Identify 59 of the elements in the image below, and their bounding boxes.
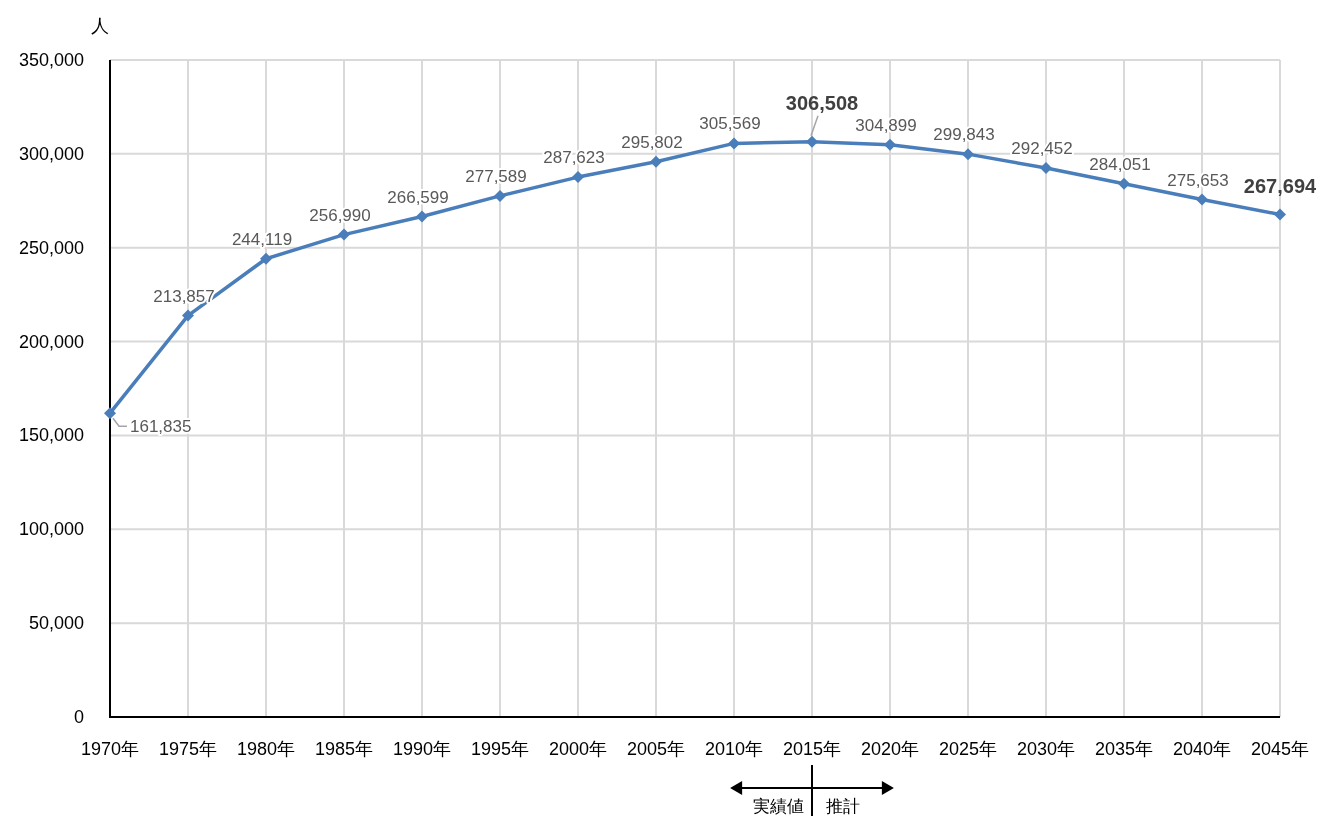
x-tick-label: 2040年 [1172, 739, 1232, 759]
data-label: 275,653 [1167, 170, 1229, 190]
y-tick-label: 350,000 [18, 50, 84, 70]
point [572, 171, 584, 184]
x-tick-label: 2045年 [1250, 739, 1310, 759]
x-tick-label: 1995年 [470, 739, 530, 759]
x-tick-label: 1975年 [158, 739, 218, 759]
data-label: 295,802 [621, 132, 683, 152]
x-tick-label: 2025年 [938, 739, 998, 759]
y-tick-label: 0 [73, 707, 84, 727]
y-tick-label: 300,000 [18, 143, 84, 164]
data-label: 304,899 [855, 115, 917, 135]
point [338, 228, 350, 241]
data-label: 213,857 [153, 286, 215, 306]
point [182, 309, 194, 322]
x-tick-label: 2015年 [782, 739, 842, 759]
data-label: 305,569 [699, 114, 761, 134]
x-tick-label: 2005年 [626, 739, 686, 759]
data-label: 292,452 [1011, 139, 1073, 159]
annotation: 306,508 [785, 91, 859, 114]
data-label: 287,623 [543, 148, 605, 168]
y-tick-label: 200,000 [18, 331, 84, 352]
x-tick-label: 2035年 [1094, 739, 1154, 759]
y-tick-label: 150,000 [18, 425, 84, 446]
x-tick-label: 2030年 [1016, 739, 1076, 759]
y-tick-label: 250,000 [18, 237, 84, 258]
point [650, 155, 662, 168]
annotation: 267,694 [1243, 174, 1318, 197]
y-axis-title: 人 [91, 16, 109, 36]
x-tick-label: 1980年 [236, 739, 296, 759]
point [1196, 193, 1208, 206]
point [260, 252, 272, 265]
point [104, 407, 116, 420]
data-label: 284,051 [1089, 154, 1151, 174]
data-label: 299,843 [933, 125, 995, 145]
point [1118, 177, 1130, 190]
data-label: 256,990 [309, 205, 371, 225]
data-label: 161,835 [130, 417, 192, 437]
y-tick-label: 100,000 [18, 519, 84, 540]
point [806, 135, 818, 148]
y-tick-label: 50,000 [28, 613, 84, 634]
x-tick-label: 1990年 [392, 739, 452, 759]
data-label: 244,119 [231, 229, 293, 249]
point [416, 210, 428, 223]
point [494, 189, 506, 202]
text: 実績値 [753, 797, 804, 816]
x-tick-label: 2020年 [860, 739, 920, 759]
x-tick-label: 2010年 [704, 739, 764, 759]
x-tick-label: 2000年 [548, 739, 608, 759]
data-label: 266,599 [387, 187, 449, 207]
x-tick-label: 1985年 [314, 739, 374, 759]
point [728, 137, 740, 150]
x-tick-label: 1970年 [80, 739, 140, 759]
text: 推計 [826, 797, 860, 816]
point [962, 148, 974, 161]
data-label: 277,589 [465, 166, 527, 186]
point [884, 138, 896, 151]
point [1274, 208, 1286, 221]
point [1040, 162, 1052, 175]
